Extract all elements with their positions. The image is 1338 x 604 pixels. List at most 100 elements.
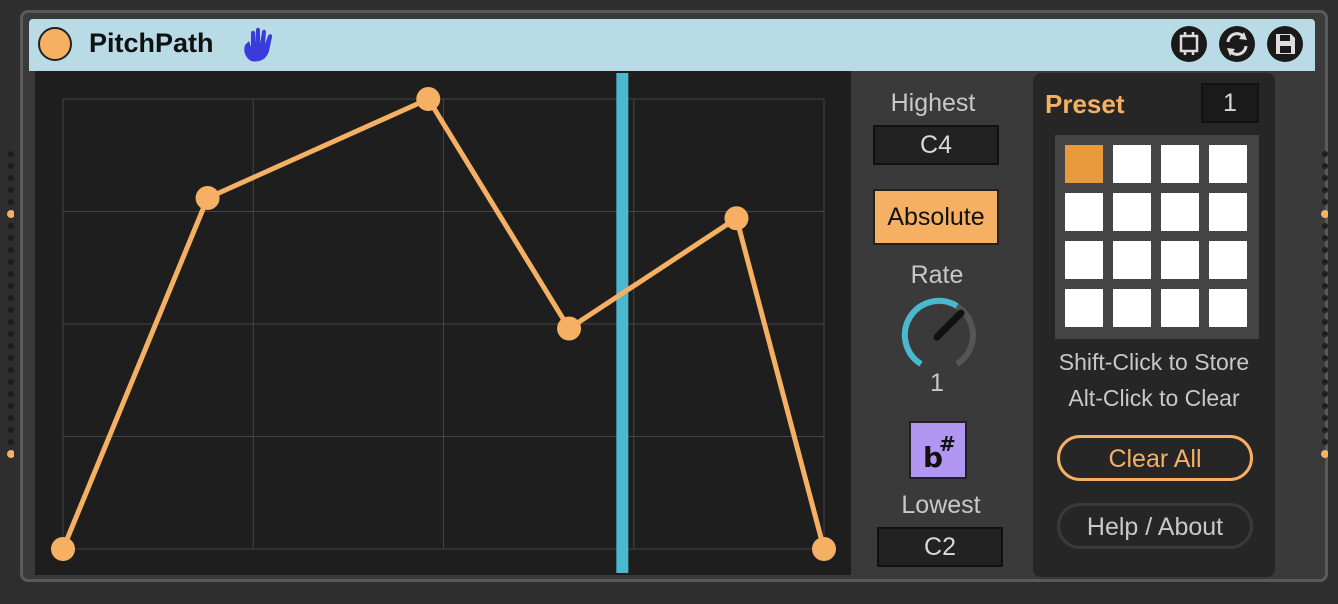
preset-slot[interactable] xyxy=(1161,145,1199,183)
power-icon[interactable] xyxy=(38,27,72,61)
device-titlebar: PitchPath xyxy=(29,19,1315,71)
flat-sharp-button[interactable]: b # xyxy=(909,421,967,479)
path-node[interactable] xyxy=(724,206,749,231)
connector-dot xyxy=(1321,210,1328,218)
connector-dot xyxy=(8,331,14,337)
preset-slot[interactable] xyxy=(1161,241,1199,279)
preset-slot[interactable] xyxy=(1209,193,1247,231)
controls-column: Highest C4 Absolute Rate 1 b # Lowest C2 xyxy=(853,71,1013,575)
rate-label: Rate xyxy=(910,261,964,289)
connector-dot xyxy=(1321,450,1328,458)
connector-dot xyxy=(1322,367,1328,373)
left-connector-dots xyxy=(7,151,14,458)
preset-grid xyxy=(1055,135,1259,339)
hot-swap-icon[interactable] xyxy=(1219,26,1255,62)
preset-slot[interactable] xyxy=(1209,145,1247,183)
rate-value: 1 xyxy=(930,369,944,397)
connector-dot xyxy=(8,223,14,229)
clear-hint: Alt-Click to Clear xyxy=(1068,385,1240,411)
connector-dot xyxy=(1322,379,1328,385)
connector-dot xyxy=(7,210,14,218)
flat-sharp-icon: b # xyxy=(923,432,956,474)
path-node[interactable] xyxy=(416,87,441,111)
connector-dot xyxy=(8,175,14,181)
connector-dot xyxy=(8,367,14,373)
connector-dot xyxy=(1322,283,1328,289)
connector-dot xyxy=(1322,187,1328,193)
connector-dot xyxy=(8,271,14,277)
connector-dot xyxy=(1322,307,1328,313)
preset-panel: Preset 1 Shift-Click to Store Alt-Click … xyxy=(1033,73,1275,577)
path-plot[interactable] xyxy=(35,71,851,575)
preset-slot[interactable] xyxy=(1113,289,1151,327)
clear-all-button[interactable]: Clear All xyxy=(1057,435,1253,481)
connector-dot xyxy=(8,439,14,445)
preset-number-box[interactable]: 1 xyxy=(1201,83,1259,123)
connector-dot xyxy=(8,403,14,409)
preset-slot[interactable] xyxy=(1113,241,1151,279)
connector-dot xyxy=(8,187,14,193)
absolute-mode-button[interactable]: Absolute xyxy=(873,189,999,245)
preset-slot[interactable] xyxy=(1065,241,1103,279)
path-node[interactable] xyxy=(51,537,75,561)
connector-dot xyxy=(8,235,14,241)
preset-slot[interactable] xyxy=(1209,289,1247,327)
connector-dot xyxy=(8,415,14,421)
connector-dot xyxy=(1322,403,1328,409)
preset-slot[interactable] xyxy=(1161,289,1199,327)
connector-dot xyxy=(1322,355,1328,361)
highest-label: Highest xyxy=(890,89,976,117)
pitch-path-editor[interactable] xyxy=(35,71,851,575)
connector-dot xyxy=(8,199,14,205)
pitchpath-device: PitchPath xyxy=(20,10,1328,582)
connector-dot xyxy=(8,283,14,289)
preset-slot[interactable] xyxy=(1161,193,1199,231)
connector-dot xyxy=(8,151,14,157)
connector-dot xyxy=(1322,235,1328,241)
connector-dot xyxy=(8,163,14,169)
path-node[interactable] xyxy=(557,316,582,341)
connector-dot xyxy=(1322,295,1328,301)
connector-dot xyxy=(1322,331,1328,337)
path-node[interactable] xyxy=(195,186,220,210)
right-connector-dots xyxy=(1321,151,1328,458)
connector-dot xyxy=(7,450,14,458)
connector-dot xyxy=(1322,199,1328,205)
connector-dot xyxy=(1322,259,1328,265)
preset-slot[interactable] xyxy=(1065,289,1103,327)
svg-text:b: b xyxy=(923,441,943,474)
connector-dot xyxy=(1322,247,1328,253)
lowest-label: Lowest xyxy=(901,491,981,519)
connector-dot xyxy=(1322,163,1328,169)
connector-dot xyxy=(8,319,14,325)
freeze-icon[interactable] xyxy=(1171,26,1207,62)
connector-dot xyxy=(8,247,14,253)
connector-dot xyxy=(8,343,14,349)
store-hint: Shift-Click to Store xyxy=(1058,349,1250,375)
connector-dot xyxy=(1322,343,1328,349)
connector-dot xyxy=(1322,151,1328,157)
connector-dot xyxy=(8,427,14,433)
svg-text:#: # xyxy=(939,432,956,456)
connector-dot xyxy=(8,295,14,301)
rate-knob[interactable] xyxy=(895,293,979,377)
preset-slot[interactable] xyxy=(1209,241,1247,279)
preset-slot[interactable] xyxy=(1065,145,1103,183)
connector-dot xyxy=(1322,391,1328,397)
preset-slot[interactable] xyxy=(1113,145,1151,183)
save-icon[interactable] xyxy=(1267,26,1303,62)
connector-dot xyxy=(1322,271,1328,277)
connector-dot xyxy=(1322,415,1328,421)
hand-icon xyxy=(244,27,273,62)
lowest-note-box[interactable]: C2 xyxy=(877,527,1003,567)
path-node[interactable] xyxy=(812,537,836,561)
preset-slot[interactable] xyxy=(1065,193,1103,231)
connector-dot xyxy=(1322,439,1328,445)
connector-dot xyxy=(8,379,14,385)
help-about-button[interactable]: Help / About xyxy=(1057,503,1253,549)
preset-slot[interactable] xyxy=(1113,193,1151,231)
device-title: PitchPath xyxy=(89,28,214,58)
playhead xyxy=(616,73,629,573)
highest-note-box[interactable]: C4 xyxy=(873,125,999,165)
connector-dot xyxy=(1322,175,1328,181)
